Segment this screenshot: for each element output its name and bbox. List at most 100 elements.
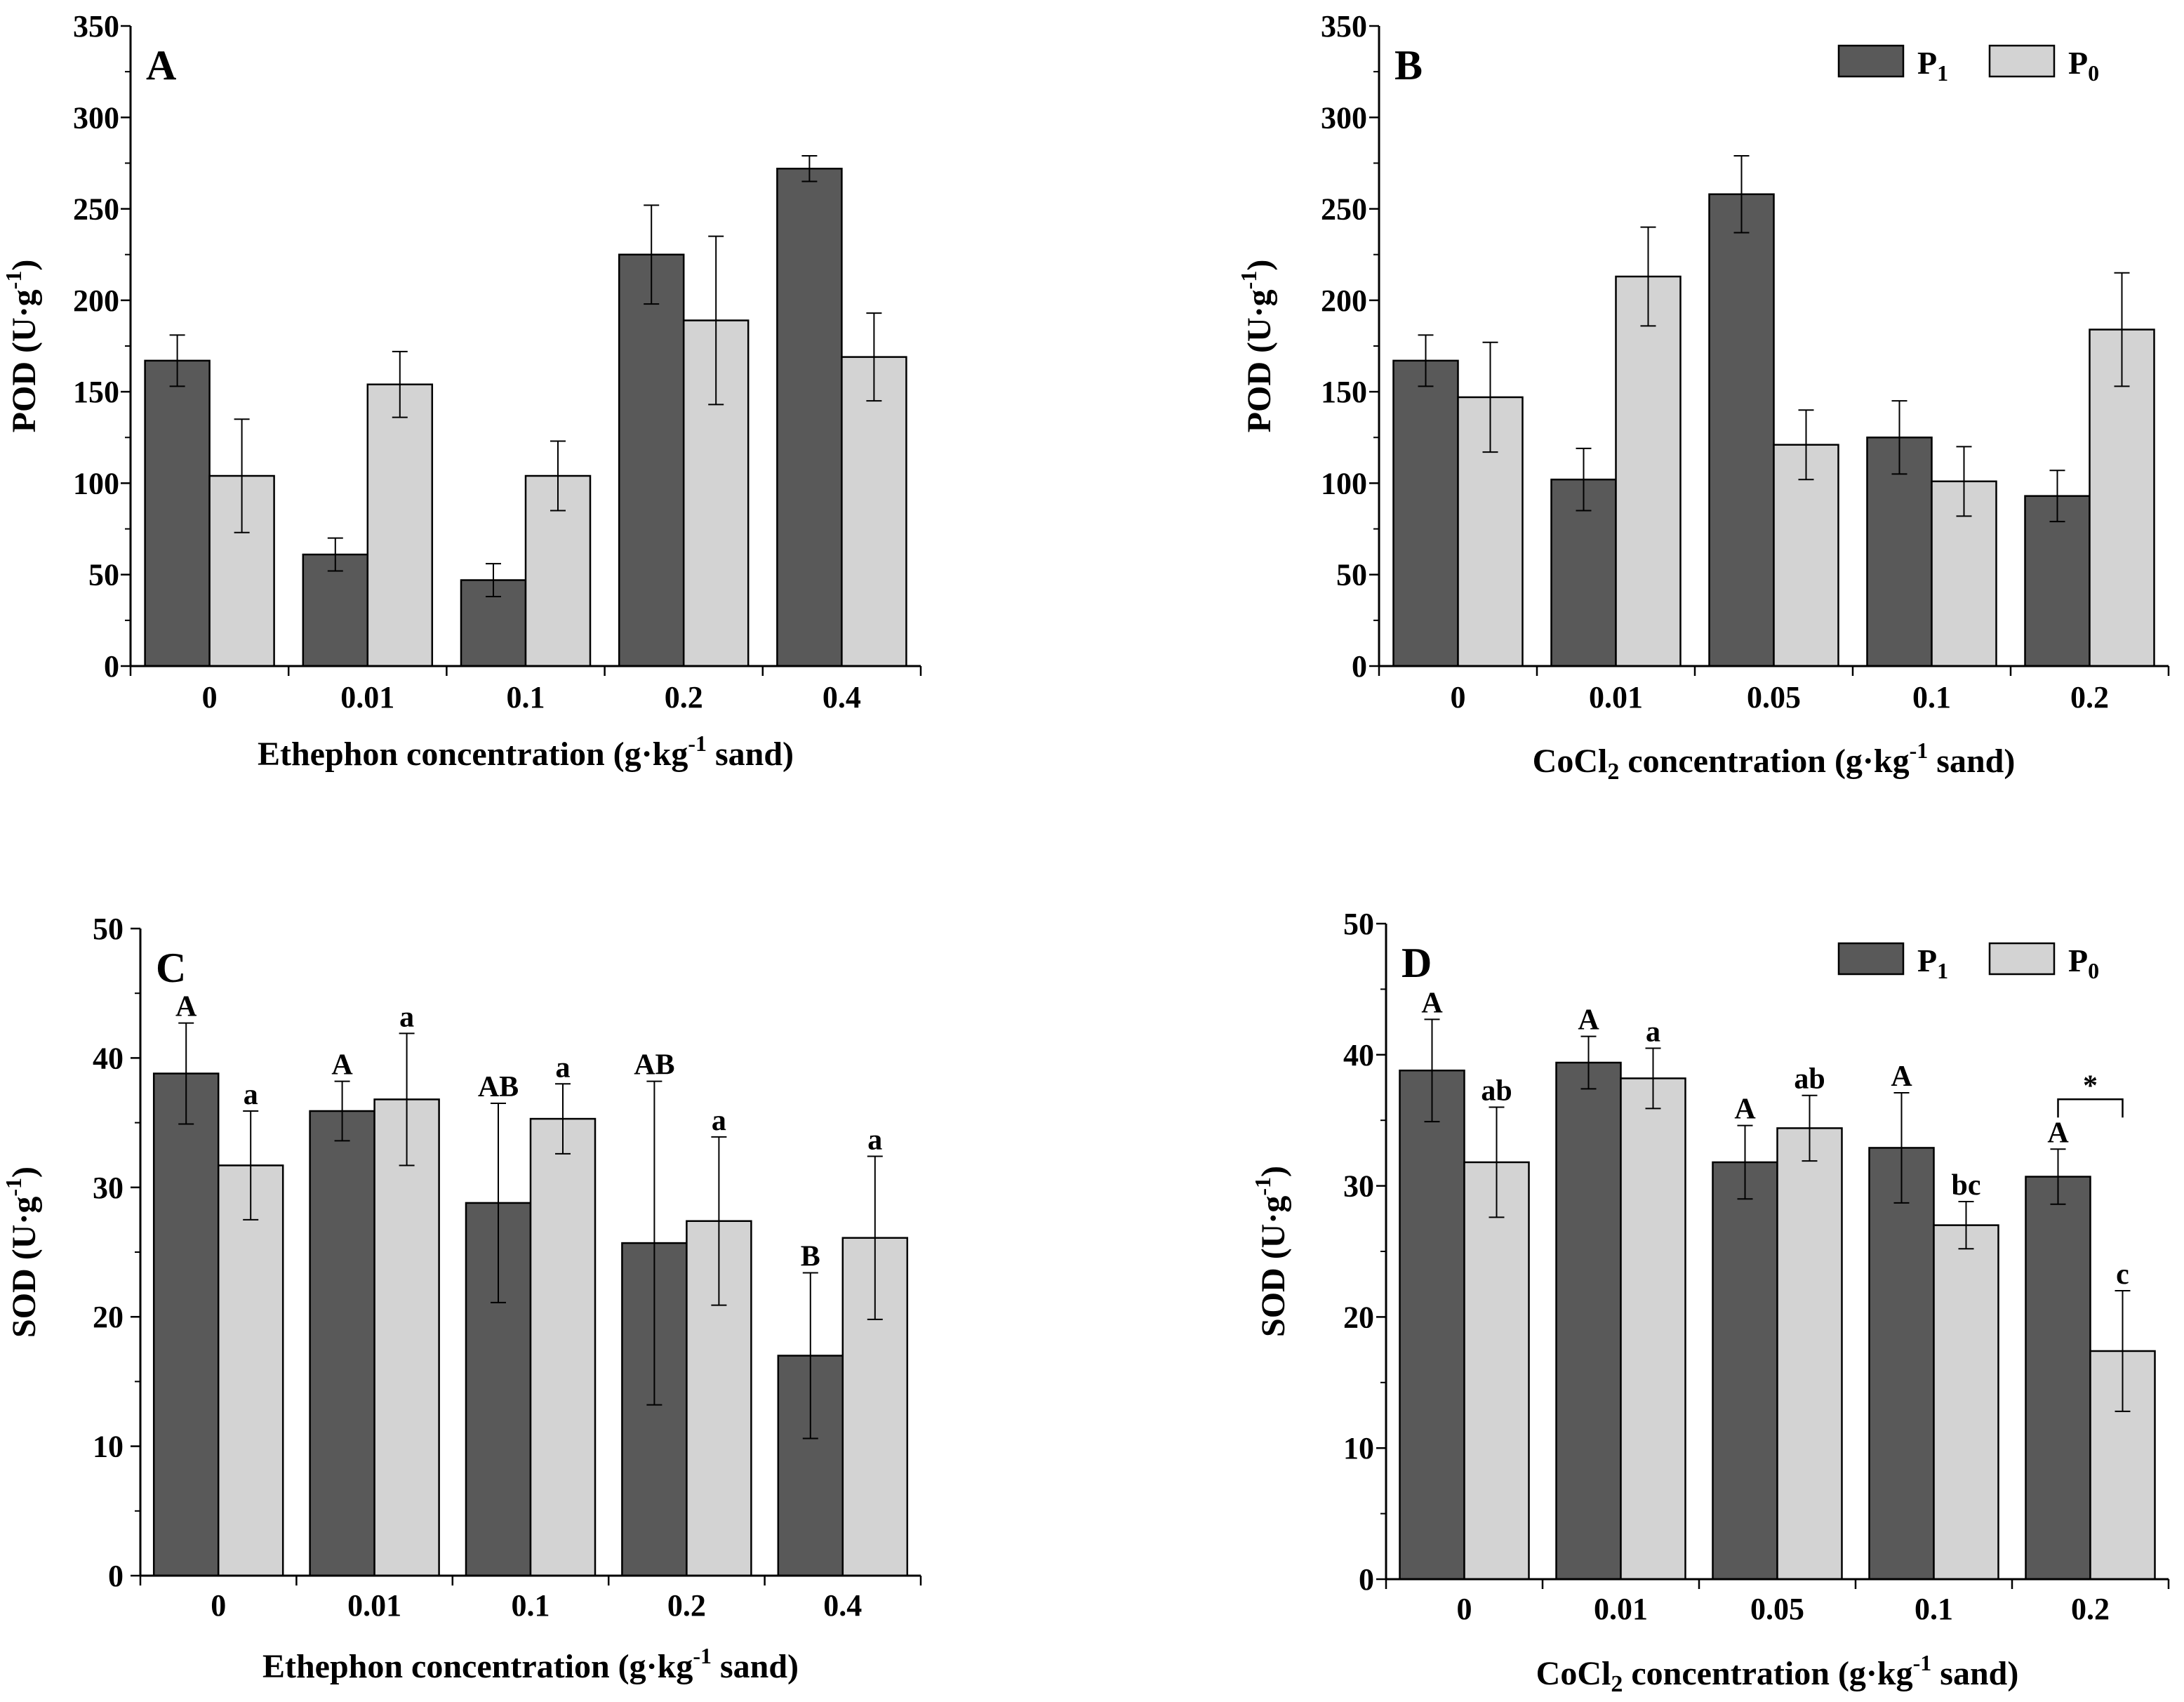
x-tick-label: 0.4 bbox=[823, 680, 861, 714]
bar-p1-0.2 bbox=[618, 253, 685, 667]
significance-label: a bbox=[1646, 1016, 1660, 1048]
bar-p0-0 bbox=[1463, 1161, 1530, 1581]
bar-p1-0 bbox=[152, 1072, 220, 1577]
bar-p0-0 bbox=[217, 1164, 284, 1577]
x-tick-label: 0.01 bbox=[1589, 680, 1643, 714]
bar-p1-0 bbox=[1399, 1069, 1465, 1581]
x-tick-label: 0.01 bbox=[340, 680, 394, 714]
x-tick-label: 0.2 bbox=[667, 1588, 706, 1623]
x-tick-label: 0.01 bbox=[347, 1588, 401, 1623]
significance-label: a bbox=[399, 1001, 414, 1033]
x-tick-label: 0.05 bbox=[1747, 680, 1801, 714]
x-tick-label: 0.2 bbox=[2071, 1592, 2110, 1626]
y-tick-label: 100 bbox=[1321, 466, 1367, 500]
legend-p0: P0 bbox=[1988, 44, 2099, 86]
y-tick-label: 50 bbox=[88, 558, 119, 592]
y-axis-title: POD (U·g-1) bbox=[1, 260, 43, 433]
panel-c: A A AB AB Ba a a a a 0 10 20 30 40 50 0 0.01 0.1 0.2 0.4 Eth… bbox=[1, 912, 922, 1685]
x-tick-label: 0.1 bbox=[1915, 1592, 1953, 1626]
legend-swatch bbox=[1837, 942, 1905, 976]
significance-label: A bbox=[1734, 1093, 1756, 1126]
legend-swatch bbox=[1988, 942, 2056, 976]
bar-p0-0.01 bbox=[1615, 275, 1682, 667]
significance-label: A bbox=[175, 991, 197, 1023]
bar-p1-0.01 bbox=[302, 553, 369, 667]
y-tick-label: 0 bbox=[104, 649, 119, 684]
y-tick-label: 50 bbox=[1336, 558, 1367, 592]
y-axis-title: SOD (U·g-1) bbox=[1250, 1166, 1292, 1337]
x-axis-title: CoCl2 concentration (g·kg-1 sand) bbox=[1533, 738, 2016, 785]
y-axis-title: POD (U·g-1) bbox=[1236, 260, 1278, 433]
x-tick-label: 0.1 bbox=[1912, 680, 1951, 714]
x-tick-label: 0 bbox=[202, 680, 218, 714]
bar-p0-0.01 bbox=[366, 383, 434, 667]
y-tick-label: 200 bbox=[1321, 284, 1367, 318]
bar-p1-0 bbox=[144, 359, 211, 667]
y-tick-label: 20 bbox=[1343, 1300, 1374, 1334]
bar-p1-0.05 bbox=[1708, 193, 1775, 667]
panel-letter: C bbox=[156, 945, 186, 991]
bar-p0-0.4 bbox=[841, 356, 907, 667]
bar-p1-0.2 bbox=[2024, 495, 2091, 667]
legend-label: P0 bbox=[2068, 45, 2099, 86]
legend-label: P1 bbox=[1917, 45, 1948, 86]
bar-p0-0.05 bbox=[1773, 444, 1839, 667]
y-tick-label: 10 bbox=[1343, 1431, 1374, 1465]
panel-b: 0 50 100 150 200 250 300 350 0 0.01 0.05 0.1 0.2 CoCl… bbox=[1236, 9, 2170, 785]
bar-p1-0.2 bbox=[2025, 1176, 2091, 1581]
y-tick-label: 100 bbox=[73, 466, 119, 500]
significance-label: A bbox=[2047, 1117, 2069, 1149]
bar-p1-0.4 bbox=[776, 167, 843, 667]
significance-label: B bbox=[801, 1241, 820, 1273]
y-tick-label: 0 bbox=[108, 1559, 124, 1593]
bar-p0-0.05 bbox=[1776, 1127, 1843, 1581]
significance-label: a bbox=[712, 1105, 726, 1137]
y-tick-label: 350 bbox=[1321, 9, 1367, 44]
bar-p0-0.01 bbox=[1620, 1077, 1686, 1581]
y-axis-title: SOD (U·g-1) bbox=[1, 1166, 43, 1338]
significance-label: a bbox=[244, 1079, 258, 1111]
x-tick-label: 0.2 bbox=[2070, 680, 2109, 714]
legend-p1: P1 bbox=[1837, 44, 1948, 86]
y-tick-label: 300 bbox=[73, 100, 119, 135]
panel-d: A A A A Aab a ab bc c * 0 10 20 30 40 50 0 0.01 0.05 0.1 0.2… bbox=[1250, 907, 2170, 1697]
y-tick-label: 30 bbox=[93, 1171, 124, 1205]
y-tick-label: 150 bbox=[1321, 375, 1367, 409]
x-axis-title: CoCl2 concentration (g·kg-1 sand) bbox=[1536, 1650, 2019, 1697]
significance-bracket bbox=[2057, 1098, 2124, 1118]
y-tick-label: 40 bbox=[93, 1041, 124, 1075]
bar-p1-0.1 bbox=[1868, 1147, 1935, 1581]
significance-label: ab bbox=[1481, 1075, 1512, 1108]
bar-p0-0.01 bbox=[373, 1098, 440, 1577]
y-tick-label: 150 bbox=[73, 375, 119, 409]
panel-a: 0 50 100 150 200 250 300 350 0 0.01 0.1 0.2 0.4 Ethep… bbox=[1, 9, 922, 773]
bar-p1-0 bbox=[1392, 359, 1459, 667]
legend-label: P0 bbox=[2068, 943, 2099, 983]
significance-label: AB bbox=[478, 1071, 519, 1103]
legend-p0: P0 bbox=[1988, 942, 2099, 983]
panel-letter: D bbox=[1401, 940, 1432, 986]
significance-label: c bbox=[2116, 1258, 2129, 1291]
significance-label: A bbox=[1891, 1061, 1912, 1093]
y-tick-label: 250 bbox=[1321, 192, 1367, 227]
x-tick-label: 0 bbox=[1457, 1592, 1472, 1626]
y-tick-label: 20 bbox=[93, 1300, 124, 1334]
y-tick-label: 10 bbox=[93, 1430, 124, 1464]
legend-label: P1 bbox=[1917, 943, 1948, 983]
bar-p0-0.1 bbox=[1933, 1224, 1999, 1581]
x-tick-label: 0.1 bbox=[512, 1588, 550, 1623]
legend-swatch bbox=[1837, 44, 1905, 78]
y-tick-label: 250 bbox=[73, 192, 119, 227]
legend-swatch bbox=[1988, 44, 2056, 78]
x-tick-label: 0 bbox=[211, 1588, 226, 1623]
y-tick-label: 40 bbox=[1343, 1038, 1374, 1072]
bar-p0-0.1 bbox=[529, 1117, 597, 1577]
x-tick-label: 0 bbox=[1451, 680, 1466, 714]
y-tick-label: 0 bbox=[1352, 649, 1367, 684]
y-tick-label: 50 bbox=[93, 912, 124, 946]
legend-p1: P1 bbox=[1837, 942, 1948, 983]
significance-label: A bbox=[1578, 1004, 1599, 1037]
significance-label: AB bbox=[634, 1049, 674, 1082]
y-tick-label: 300 bbox=[1321, 100, 1367, 135]
